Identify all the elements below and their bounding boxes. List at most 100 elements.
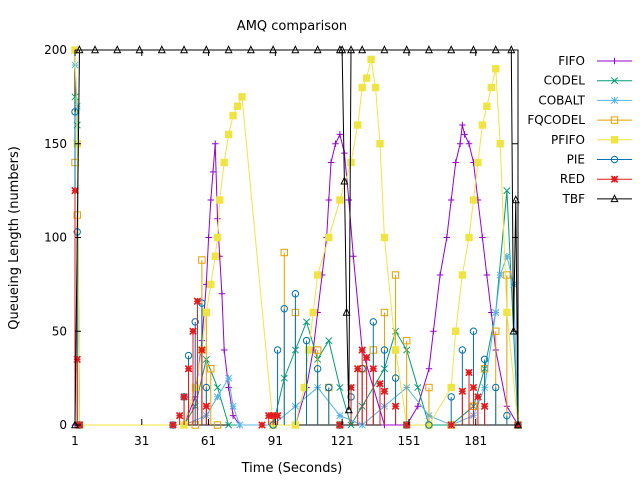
x-tick-label: 151 — [397, 434, 420, 448]
data-point — [503, 411, 511, 420]
data-point — [459, 121, 466, 129]
y-tick-label: 100 — [44, 231, 67, 245]
x-tick-label: 31 — [134, 434, 149, 448]
data-point — [376, 379, 384, 388]
data-point — [456, 140, 464, 147]
data-point — [369, 318, 378, 326]
data-point — [198, 256, 206, 264]
x-axis-label: Time (Seconds) — [241, 461, 343, 476]
data-point — [402, 421, 411, 429]
data-point — [340, 176, 349, 185]
data-point — [213, 383, 222, 392]
data-point — [224, 45, 233, 54]
data-point — [436, 271, 444, 279]
data-point — [202, 45, 211, 54]
legend-marker — [611, 57, 618, 65]
data-point — [189, 327, 197, 336]
data-point — [369, 364, 378, 373]
data-point — [474, 393, 482, 401]
data-point — [207, 280, 215, 289]
data-point — [347, 45, 356, 54]
data-point — [269, 45, 278, 54]
data-point — [447, 45, 456, 54]
data-point — [511, 195, 520, 204]
data-point — [325, 337, 333, 345]
data-point — [430, 328, 437, 335]
data-point — [496, 271, 504, 279]
data-point — [503, 271, 511, 279]
legend-label: CODEL — [544, 74, 586, 88]
data-point — [336, 196, 344, 204]
data-point — [469, 196, 478, 204]
data-point — [325, 233, 333, 242]
y-tick-label: 150 — [44, 137, 67, 151]
data-point — [313, 271, 322, 279]
data-point — [184, 351, 193, 360]
data-point — [483, 102, 491, 110]
data-point — [503, 252, 511, 260]
axes-layer: 0 50 100 150 200 1 31 61 91 121 151 181 — [44, 43, 518, 448]
data-point — [225, 374, 233, 382]
data-point — [229, 412, 237, 419]
data-point — [184, 364, 193, 373]
data-point — [327, 159, 335, 166]
data-point — [258, 421, 266, 429]
data-point — [380, 233, 389, 242]
data-point — [480, 355, 489, 364]
data-point — [391, 374, 400, 382]
legend-label: RED — [560, 172, 585, 186]
data-point — [157, 45, 166, 54]
series-pfifo — [71, 46, 522, 429]
data-point — [492, 308, 500, 317]
legend-label: TBF — [562, 192, 586, 206]
legend-marker — [610, 96, 619, 104]
data-point — [487, 83, 495, 92]
data-point — [225, 384, 232, 391]
y-tick-label: 50 — [52, 324, 67, 338]
data-point — [213, 393, 222, 401]
data-point — [336, 412, 344, 420]
data-point — [491, 45, 500, 54]
data-point — [414, 403, 422, 410]
data-point — [302, 336, 311, 345]
legend: FIFO CODEL COBALT FQCODEL PFIFO PIE RED TBF — [527, 54, 632, 206]
series-tbf — [70, 45, 523, 429]
data-point — [236, 421, 244, 429]
data-point — [483, 271, 491, 279]
data-point — [353, 364, 362, 373]
data-point — [300, 383, 308, 392]
data-point — [425, 383, 433, 392]
data-point — [325, 196, 332, 204]
legend-label: COBALT — [538, 93, 585, 107]
data-point — [380, 346, 389, 354]
data-point — [224, 130, 233, 139]
legend-entry-red: RED — [560, 172, 632, 186]
legend-label: PFIFO — [551, 133, 585, 147]
x-tick-label: 61 — [201, 434, 216, 448]
data-point — [273, 346, 282, 354]
data-point — [280, 305, 288, 313]
y-tick-label: 200 — [44, 43, 67, 57]
y-axis-label: Queueing Length (numbers) — [7, 146, 22, 330]
series-fifo — [71, 121, 522, 429]
data-point — [424, 45, 433, 54]
data-point — [458, 346, 467, 354]
data-point — [202, 383, 211, 392]
data-point — [205, 234, 212, 241]
x-tick-label: 91 — [268, 434, 283, 448]
legend-entry-pie: PIE — [567, 153, 632, 167]
data-point — [344, 405, 353, 414]
data-point — [202, 402, 211, 411]
legend-entry-codel: CODEL — [544, 74, 632, 88]
data-point — [380, 387, 389, 396]
data-point — [358, 83, 366, 92]
data-point — [220, 158, 228, 167]
data-point — [73, 102, 81, 110]
data-point — [325, 383, 333, 392]
data-point — [465, 233, 473, 242]
data-point — [443, 234, 450, 241]
data-point — [191, 318, 199, 326]
data-point — [448, 196, 455, 204]
data-point — [193, 297, 202, 306]
